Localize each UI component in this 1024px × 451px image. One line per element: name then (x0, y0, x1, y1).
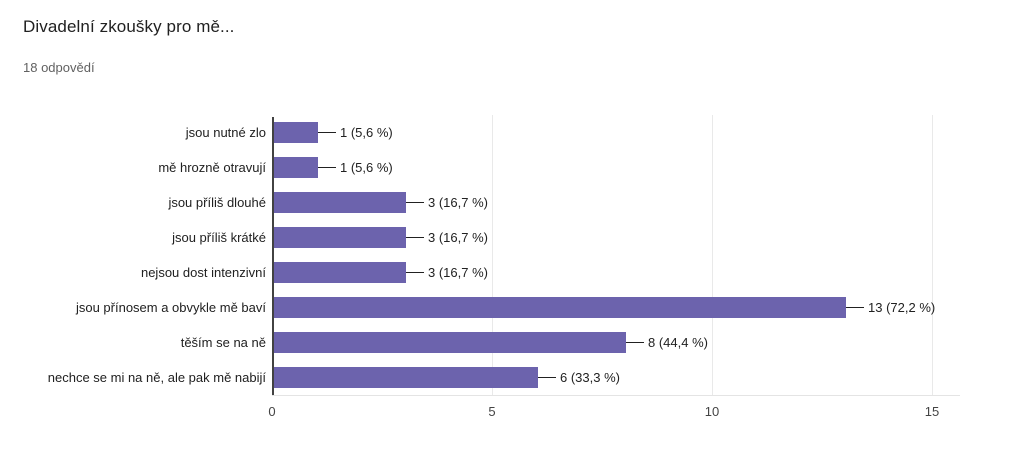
x-tick-label: 0 (268, 404, 276, 419)
x-tick-label: 10 (704, 404, 720, 419)
value-label: 3 (16,7 %) (428, 265, 488, 280)
response-count: 18 odpovědí (23, 60, 95, 75)
bar-connector-line (537, 376, 556, 378)
bar-connector-line (405, 201, 424, 203)
bar (273, 332, 626, 353)
value-label: 3 (16,7 %) (428, 195, 488, 210)
x-tick-label: 15 (924, 404, 940, 419)
gridline (712, 115, 713, 395)
category-label: jsou příliš krátké (172, 229, 266, 245)
value-label: 3 (16,7 %) (428, 230, 488, 245)
bar-connector-line (317, 166, 336, 168)
category-label: nejsou dost intenzivní (140, 264, 266, 280)
category-label: mě hrozně otravují (158, 159, 266, 175)
bar-connector-line (845, 306, 864, 308)
bar (273, 157, 318, 178)
bar-connector-line (405, 236, 424, 238)
bar (273, 297, 846, 318)
x-tick-label: 5 (488, 404, 496, 419)
bar (273, 227, 406, 248)
value-label: 1 (5,6 %) (340, 160, 393, 175)
bar-connector-line (405, 271, 424, 273)
value-label: 8 (44,4 %) (648, 335, 708, 350)
y-axis-line (272, 117, 274, 395)
x-axis-baseline (272, 395, 960, 396)
value-label: 13 (72,2 %) (868, 300, 936, 315)
value-label: 1 (5,6 %) (340, 125, 393, 140)
category-label: nechce se mi na ně, ale pak mě nabijí (47, 369, 266, 385)
question-title: Divadelní zkoušky pro mě... (23, 17, 235, 36)
bar-connector-line (317, 131, 336, 133)
category-label: jsou příliš dlouhé (168, 194, 266, 210)
bar (273, 367, 538, 388)
bar (273, 122, 318, 143)
bar (273, 262, 406, 283)
gridline (492, 115, 493, 395)
bar-connector-line (625, 341, 644, 343)
category-label: těším se na ně (180, 334, 266, 350)
value-label: 6 (33,3 %) (560, 370, 620, 385)
gridline (932, 115, 933, 395)
category-label: jsou nutné zlo (185, 124, 266, 140)
bar (273, 192, 406, 213)
category-label: jsou přínosem a obvykle mě baví (75, 299, 266, 315)
